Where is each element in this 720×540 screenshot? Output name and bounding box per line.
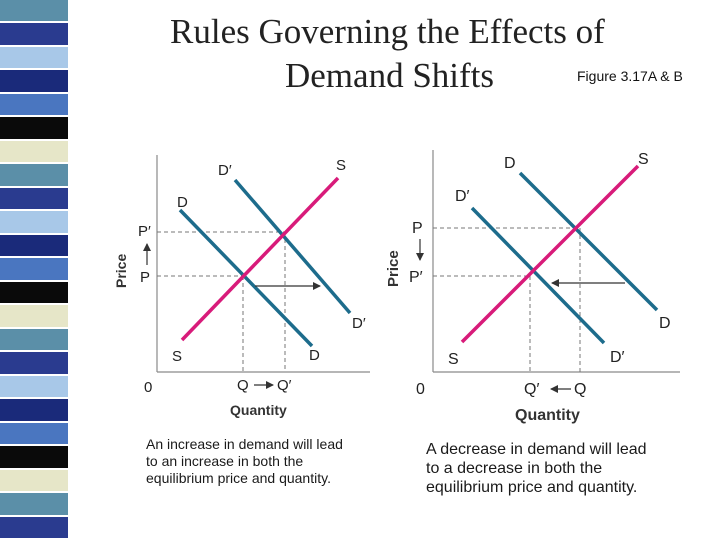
graph-a-label-qty-old: Q [237,377,249,394]
graph-a-caption-line-2: to an increase in both the [146,453,304,469]
graph-a-demand-curve-original [178,208,314,348]
graph-a-label-price-old: P [140,269,150,286]
slide-title-line-1: Rules Governing the Effects of [170,12,605,51]
strip-square [0,493,68,515]
graph-b-label-origin: 0 [416,381,425,398]
strip-square [0,399,68,421]
graph-b-label-demand-new-top: D′ [455,188,470,205]
graph-b-label-supply-bottom: S [448,351,459,368]
graph-b-label-price-new: P′ [409,269,423,286]
graph-a: D′ S D D′ S D P′ P 0 Q Q′ Price Quantity [113,155,370,418]
strip-square [0,0,68,22]
strip-square [0,46,68,69]
strip-square [0,352,68,374]
graph-a-caption-line-3: equilibrium price and quantity. [146,470,331,486]
graph-a-caption: An increase in demand will lead to an in… [146,436,343,487]
graph-b-label-price-old: P [412,220,423,237]
graph-a-label-supply-bottom: S [172,348,182,365]
graph-b-x-axis-label: Quantity [515,407,580,424]
graph-b-caption: A decrease in demand will lead to a decr… [426,440,647,497]
graph-b-label-qty-old: Q [574,381,586,398]
graph-a-label-qty-new: Q′ [277,377,292,394]
strip-square [0,258,68,280]
strip-square [0,281,68,304]
strip-square [0,328,68,351]
graph-b-supply-curve [460,164,640,344]
graph-b-label-demand-new-bottom: D′ [610,349,625,366]
graph-b-demand-curve-original [518,171,659,312]
graph-b-caption-line-1: A decrease in demand will lead [426,441,647,458]
figure-label: Figure 3.17A & B [577,68,683,84]
strip-square [0,305,68,327]
graph-a-label-supply-top: S [336,157,346,174]
graph-a-label-price-new: P′ [138,223,151,240]
graph-b-y-axis-label: Price [385,250,402,287]
strip-square [0,140,68,163]
strip-square [0,23,68,45]
strip-square [0,187,68,210]
strip-square [0,117,68,139]
strip-square [0,422,68,445]
strip-square [0,164,68,186]
graph-b-caption-line-3: equilibrium price and quantity. [426,479,638,496]
graph-a-label-origin: 0 [144,379,152,396]
graph-a-caption-line-1: An increase in demand will lead [146,436,343,452]
graph-a-label-demand-new-top: D′ [218,162,232,179]
graph-b: D S D′ D S D′ P P′ 0 Q′ Q Price Quantity [385,150,680,424]
strip-square [0,516,68,538]
graph-b-caption-line-2: to a decrease in both the [426,460,603,477]
graph-a-x-axis-label: Quantity [230,402,287,418]
graph-a-label-demand-old-top: D [177,194,188,211]
strip-square [0,234,68,257]
strip-square [0,375,68,398]
graph-b-label-demand-old-top: D [504,155,516,172]
graph-a-y-axis-label: Price [113,254,129,288]
graph-b-label-supply-top: S [638,151,649,168]
graph-a-label-demand-old-bottom: D [309,347,320,364]
slide-title-line-2: Demand Shifts [285,56,495,95]
graph-b-demand-curve-shifted [470,206,606,345]
strip-square [0,469,68,492]
strip-square [0,93,68,116]
decorative-color-strip [0,0,68,540]
strip-square [0,211,68,233]
graph-b-label-qty-new: Q′ [524,381,539,398]
graph-a-supply-curve [180,176,340,342]
graph-a-demand-curve-shifted [233,178,352,315]
graph-b-label-demand-old-bottom: D [659,315,671,332]
graph-a-label-demand-new-bottom: D′ [352,315,366,332]
strip-square [0,446,68,468]
strip-square [0,70,68,92]
